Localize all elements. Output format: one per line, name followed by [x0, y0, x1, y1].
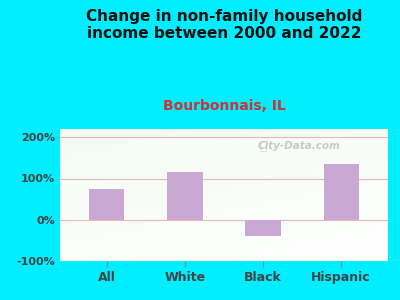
Text: City-Data.com: City-Data.com [258, 141, 341, 151]
Bar [246, 220, 281, 236]
Text: Bourbonnais, IL: Bourbonnais, IL [163, 99, 285, 113]
Bar [89, 189, 124, 220]
Bar [324, 164, 359, 220]
Text: ⦿: ⦿ [260, 140, 267, 153]
Text: Change in non-family household
income between 2000 and 2022: Change in non-family household income be… [86, 9, 362, 41]
Bar [167, 172, 202, 220]
